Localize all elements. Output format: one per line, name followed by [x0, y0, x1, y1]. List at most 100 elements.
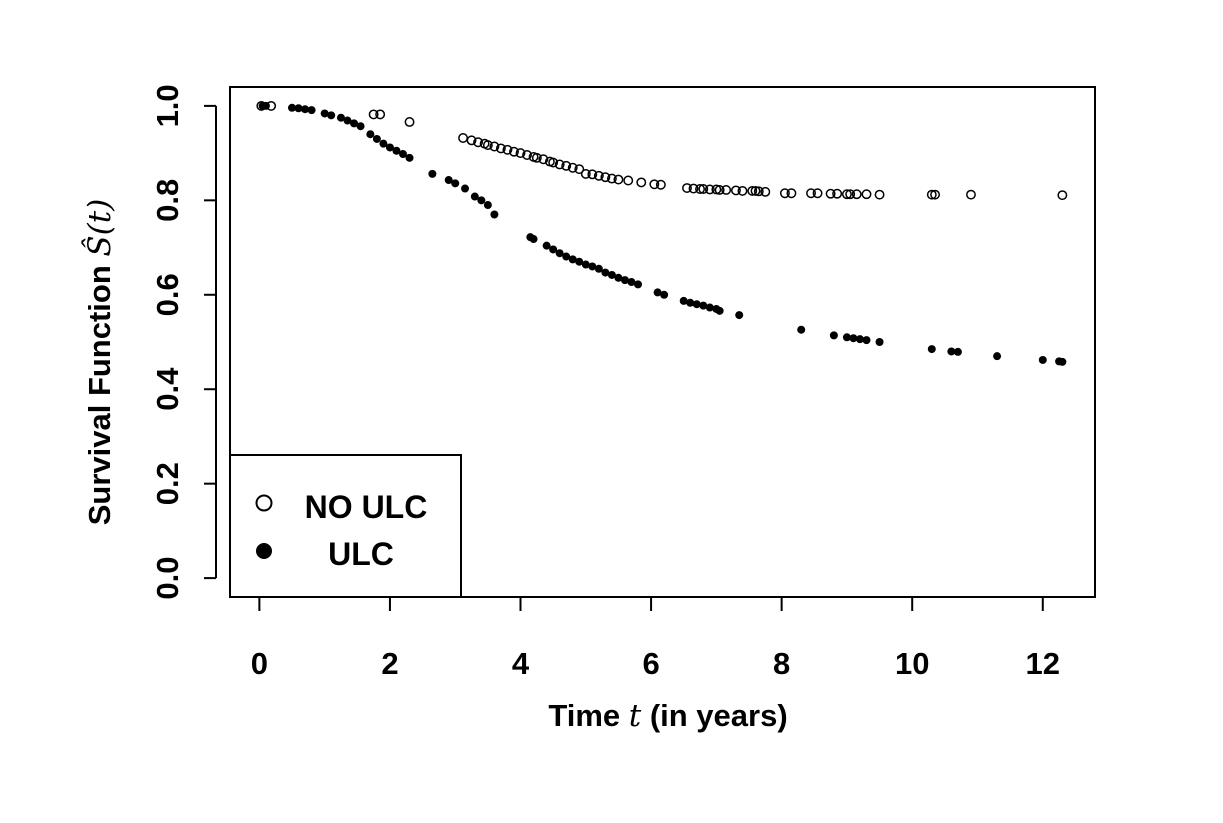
point-ulc [261, 101, 270, 110]
point-no-ulc [688, 183, 699, 194]
point-no-ulc [466, 135, 477, 146]
point-ulc [343, 116, 352, 125]
point-no-ulc [655, 179, 666, 190]
point-ulc [542, 241, 551, 250]
point-ulc [634, 280, 643, 289]
point-no-ulc [375, 109, 386, 120]
point-ulc [614, 273, 623, 282]
point-no-ulc [649, 179, 660, 190]
point-no-ulc [538, 154, 549, 165]
point-no-ulc [786, 188, 797, 199]
point-ulc [849, 334, 858, 343]
point-ulc [405, 153, 414, 162]
x-tick-label: 12 [1026, 646, 1060, 681]
x-tick-label: 0 [251, 646, 268, 681]
y-axis: 0.0 0.2 0.4 0.6 0.8 1.0 [150, 84, 217, 600]
point-ulc [477, 196, 486, 205]
point-ulc [679, 296, 688, 305]
point-no-ulc [721, 184, 732, 195]
x-tick-label: 8 [773, 646, 790, 681]
point-no-ulc [812, 188, 823, 199]
point-ulc [699, 301, 708, 310]
point-ulc [735, 311, 744, 320]
point-no-ulc [593, 170, 604, 181]
point-ulc [581, 260, 590, 269]
point-no-ulc [502, 144, 513, 155]
y-tick-label: 1.0 [150, 84, 185, 127]
point-no-ulc [613, 174, 624, 185]
point-ulc [461, 184, 470, 193]
point-no-ulc [874, 189, 885, 200]
point-no-ulc [458, 133, 469, 143]
point-no-ulc [623, 175, 634, 186]
point-no-ulc [714, 184, 725, 195]
point-ulc [529, 235, 538, 244]
point-ulc [862, 336, 871, 345]
point-ulc [372, 134, 381, 143]
point-ulc [399, 150, 407, 159]
point-no-ulc [704, 184, 715, 195]
point-ulc [993, 352, 1002, 361]
point-no-ulc [750, 185, 761, 196]
point-ulc [705, 303, 714, 312]
point-no-ulc [926, 189, 937, 200]
y-tick-label: 0.0 [150, 557, 185, 600]
y-axis-label: Survival Function Ŝ(t) [80, 199, 118, 526]
point-no-ulc [606, 173, 617, 184]
legend-label-no-ulc: NO ULC [305, 489, 428, 525]
point-ulc [607, 270, 616, 279]
point-no-ulc [561, 160, 572, 171]
point-ulc [356, 122, 365, 131]
y-tick-label: 0.8 [150, 179, 185, 222]
point-no-ulc [806, 188, 816, 199]
point-no-ulc [368, 109, 379, 120]
point-ulc [927, 345, 936, 354]
point-no-ulc [930, 189, 941, 200]
y-tick-label: 0.2 [150, 462, 185, 505]
point-ulc [601, 268, 610, 277]
point-no-ulc [515, 148, 526, 159]
y-tick-label: 0.4 [150, 367, 185, 411]
point-no-ulc [825, 188, 836, 199]
point-ulc [392, 146, 401, 155]
legend-box [229, 454, 462, 598]
point-ulc [620, 276, 629, 285]
point-no-ulc [845, 189, 856, 200]
point-no-ulc [580, 168, 591, 179]
point-no-ulc [841, 189, 852, 200]
point-no-ulc [600, 172, 611, 183]
point-no-ulc [574, 164, 585, 175]
point-ulc [575, 257, 584, 266]
point-no-ulc [779, 188, 790, 199]
x-tick-label: 2 [381, 646, 398, 681]
legend: NO ULC ULC [229, 454, 462, 598]
point-ulc [829, 331, 838, 340]
point-ulc [294, 104, 303, 113]
point-no-ulc [695, 184, 705, 194]
point-ulc [855, 335, 864, 344]
point-ulc [562, 252, 571, 261]
x-tick-label: 10 [895, 646, 929, 681]
x-tick-label: 6 [642, 646, 659, 681]
point-ulc [875, 338, 884, 346]
point-ulc [288, 103, 297, 112]
point-ulc [653, 288, 662, 297]
point-no-ulc [404, 116, 415, 127]
point-no-ulc [473, 137, 484, 148]
point-ulc [549, 245, 558, 254]
point-no-ulc [753, 186, 764, 197]
x-axis-label: Time t (in years) [548, 698, 787, 734]
point-ulc [336, 113, 345, 122]
point-no-ulc [548, 157, 559, 168]
legend-label-ulc: ULC [328, 536, 394, 572]
x-tick-label: 4 [512, 646, 530, 681]
point-no-ulc [966, 189, 976, 200]
point-no-ulc [730, 185, 741, 196]
point-ulc [428, 169, 437, 178]
point-no-ulc [495, 143, 506, 154]
point-no-ulc [482, 140, 493, 151]
y-tick-label: 0.6 [150, 273, 185, 316]
point-ulc [797, 325, 806, 334]
point-no-ulc [567, 162, 578, 173]
point-ulc [594, 264, 603, 273]
